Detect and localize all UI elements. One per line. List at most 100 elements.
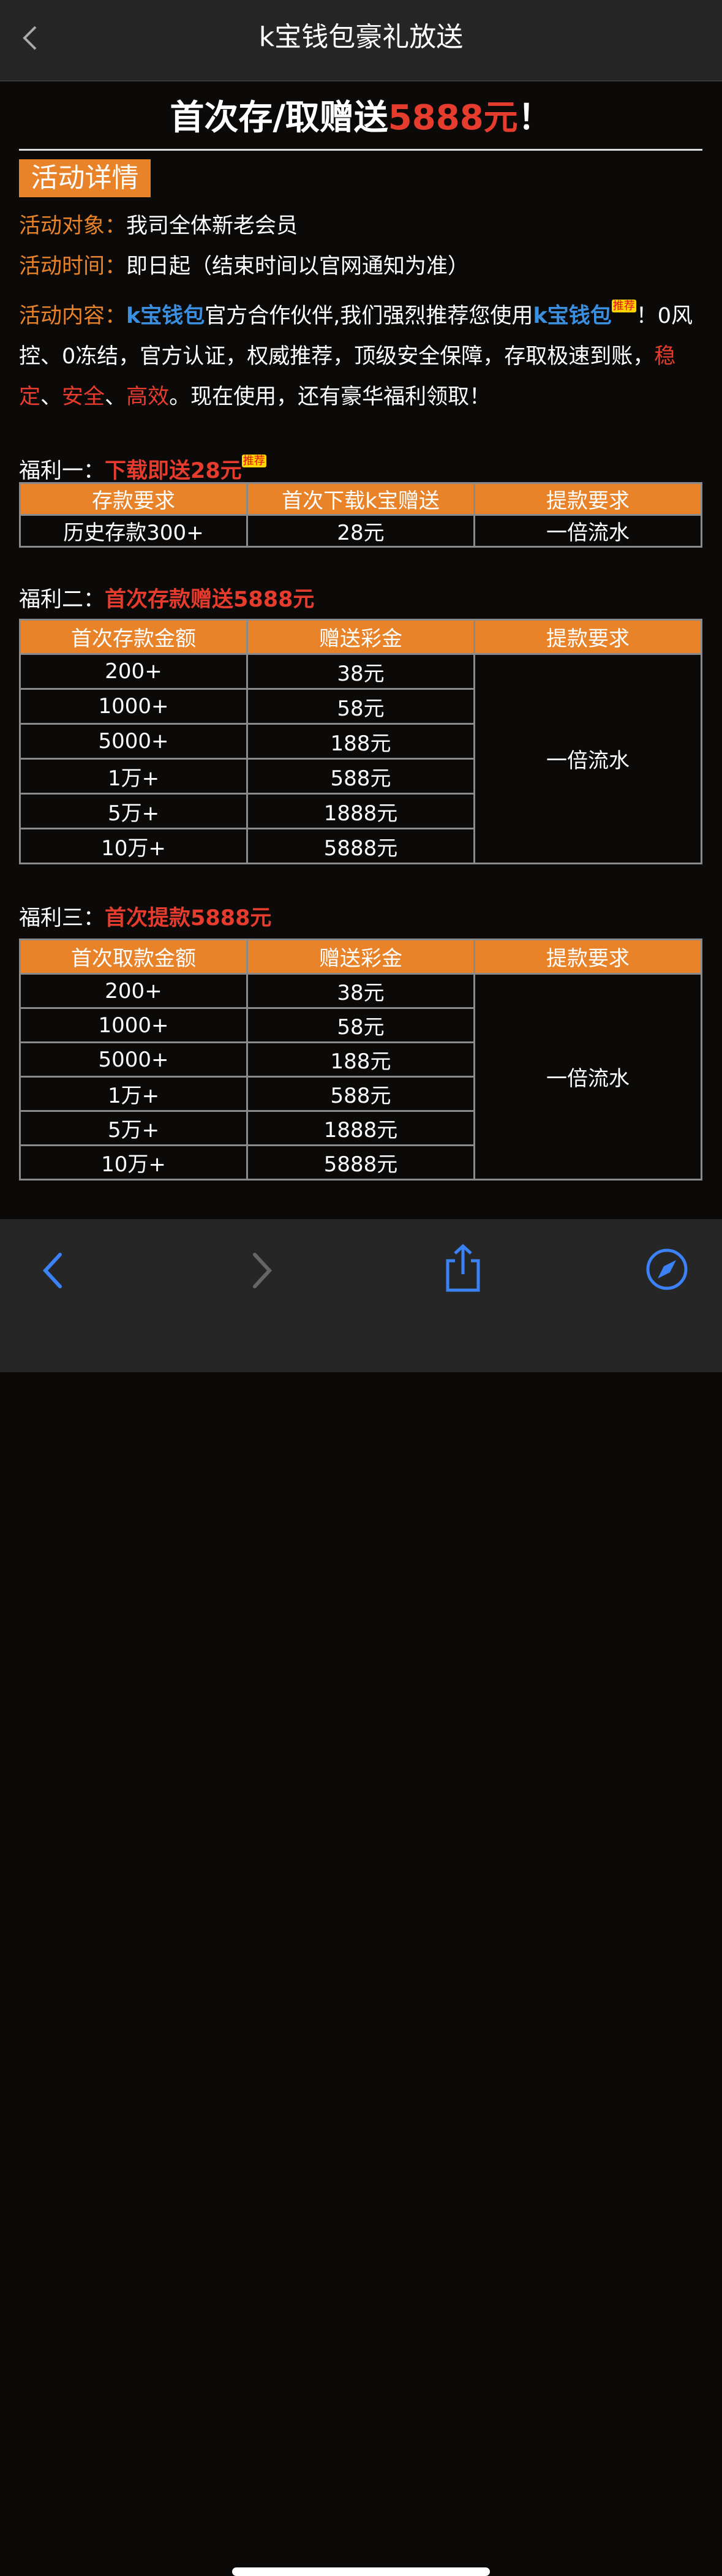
table-cell: 5888元 xyxy=(246,828,475,864)
benefit-table: 存款要求 首次下载k宝赠送 提款要求 历史存款300+ 28元 一倍流水 xyxy=(19,482,702,548)
benefit-title: 福利一：下载即送28元 推荐 xyxy=(19,446,266,486)
content-paragraph: 活动内容：k宝钱包官方合作伙伴,我们强烈推荐您使用k宝钱包 推荐！0风控、0冻结，… xyxy=(19,286,702,417)
table-cell: 一倍流水 xyxy=(473,514,702,548)
table-row: 1000+ 58元 xyxy=(19,688,702,725)
table-cell: 38元 xyxy=(246,653,475,690)
content-segment: ！0风控、0冻结，官方认证，权威推荐，顶级安全保障，存取极速到账， xyxy=(19,304,693,369)
benefit-table: 首次存款金额 赠送彩金 提款要求 200+ 38元 一倍流水 1000+ 58元 5000+ 18… xyxy=(19,619,702,864)
table-cell: 1万+ xyxy=(19,1076,248,1112)
badge: 推荐 xyxy=(241,455,266,467)
table-cell: 188元 xyxy=(246,1041,475,1078)
table-row: 1万+ 588元 xyxy=(19,758,702,795)
table-row: 10万+ 5888元 xyxy=(19,1144,702,1180)
header-cell: 提款要求 xyxy=(473,619,702,655)
benefit-title: 福利二：首次存款赠送5888元 xyxy=(19,584,314,615)
divider xyxy=(19,149,702,151)
table-cell: 1888元 xyxy=(246,793,475,829)
table-row: 10万+ 5888元 xyxy=(19,828,702,864)
table-row: 200+ 38元 一倍流水 xyxy=(19,973,702,1180)
table-row: 1000+ 58元 xyxy=(19,1007,702,1043)
table-cell: 58元 xyxy=(246,688,475,725)
table-row: 历史存款300+ 28元 一倍流水 xyxy=(19,514,702,548)
banner: 首次存/取赠送5888元！ xyxy=(0,98,722,138)
table-cell: 588元 xyxy=(246,1076,475,1112)
benefit-table: 首次取款金额 赠送彩金 提款要求 200+ 38元 一倍流水 1000+ 58元 5000+ 18… xyxy=(19,939,702,1180)
table-cell: 5000+ xyxy=(19,1041,248,1078)
table-cell: 5000+ xyxy=(19,723,248,760)
banner-text: 首次存/取赠送 xyxy=(170,98,388,138)
content-segment: 、 xyxy=(105,385,127,409)
nav-bar: k宝钱包豪礼放送 xyxy=(0,0,722,81)
header-cell: 首次下载k宝赠送 xyxy=(246,482,475,516)
header-cell: 赠送彩金 xyxy=(246,619,475,655)
content-segment: 官方合作伙伴,我们强烈推荐您使用 xyxy=(205,304,533,328)
content-segment: 安全 xyxy=(62,385,105,409)
share-button[interactable] xyxy=(444,1244,482,1293)
back-button[interactable] xyxy=(21,25,39,51)
content-segment: 高效 xyxy=(126,385,170,409)
table-cell: 5万+ xyxy=(19,1110,248,1146)
header-cell: 提款要求 xyxy=(473,939,702,975)
table-cell: 58元 xyxy=(246,1007,475,1043)
table-cell: 38元 xyxy=(246,973,475,1009)
table-cell: 200+ xyxy=(19,973,248,1009)
table-cell: 188元 xyxy=(246,723,475,760)
detail-text: 我司全体新老会员 xyxy=(126,214,298,238)
table-row: 200+ 38元 一倍流水 xyxy=(19,653,702,864)
benefit-title: 福利三：首次提款5888元 xyxy=(19,903,271,934)
header-cell: 存款要求 xyxy=(19,482,248,516)
safari-button[interactable] xyxy=(645,1248,688,1291)
table-cell: 10万+ xyxy=(19,828,248,864)
header-cell: 提款要求 xyxy=(473,482,702,516)
table-row: 5000+ 188元 xyxy=(19,1041,702,1078)
browser-toolbar xyxy=(0,1219,722,2576)
content-segment: 稳定 xyxy=(19,344,676,409)
table-cell: 588元 xyxy=(246,758,475,795)
table-row: 5万+ 1888元 xyxy=(19,1110,702,1146)
benefit-label: 福利三： xyxy=(19,906,105,931)
content-segment: 推荐 xyxy=(611,300,636,312)
table-cell: 10万+ xyxy=(19,1144,248,1180)
table-cell: 历史存款300+ xyxy=(19,514,248,548)
page-title: k宝钱包豪礼放送 xyxy=(258,21,464,53)
detail-row: 活动对象：我司全体新老会员 xyxy=(19,206,702,246)
table-cell: 5万+ xyxy=(19,793,248,829)
benefit-label: 福利二： xyxy=(19,587,105,612)
table-cell: 28元 xyxy=(246,514,475,548)
table-row: 5万+ 1888元 xyxy=(19,793,702,829)
table-cell: 5888元 xyxy=(246,1144,475,1180)
back-nav[interactable] xyxy=(40,1251,65,1290)
banner-end: ！ xyxy=(517,98,552,138)
table-cell: 1000+ xyxy=(19,688,248,725)
merged-cell: 一倍流水 xyxy=(473,653,702,864)
table-cell: 200+ xyxy=(19,653,248,690)
detail-label: 活动对象： xyxy=(19,214,127,238)
content-segment: 、 xyxy=(40,385,62,409)
benefit-label: 福利一： xyxy=(19,459,105,483)
section-title: 活动详情 xyxy=(19,159,151,197)
header-cell: 赠送彩金 xyxy=(246,939,475,975)
content-label: 活动内容： xyxy=(19,304,127,328)
home-indicator xyxy=(232,2567,490,2576)
detail-text: 即日起（结束时间以官网通知为准） xyxy=(126,254,470,279)
table-cell: 1万+ xyxy=(19,758,248,795)
forward-nav[interactable] xyxy=(250,1251,274,1290)
content-segment: 。现在使用，还有豪华福利领取！ xyxy=(169,385,491,409)
detail-row: 活动时间：即日起（结束时间以官网通知为准） xyxy=(19,246,702,287)
table-row: 1万+ 588元 xyxy=(19,1076,702,1112)
table-header: 首次取款金额 赠送彩金 提款要求 xyxy=(19,939,702,975)
merged-cell: 一倍流水 xyxy=(473,973,702,1180)
table-row: 5000+ 188元 xyxy=(19,723,702,760)
detail-label: 活动时间： xyxy=(19,254,127,279)
table-header: 首次存款金额 赠送彩金 提款要求 xyxy=(19,619,702,655)
table-cell: 1000+ xyxy=(19,1007,248,1043)
benefit-highlight: 下载即送28元 xyxy=(105,459,242,483)
content-segment: k宝钱包 xyxy=(126,304,205,328)
banner-amount: 5888元 xyxy=(388,98,518,138)
content-segment: k宝钱包 xyxy=(533,304,612,328)
header-cell: 首次存款金额 xyxy=(19,619,248,655)
table-cell: 1888元 xyxy=(246,1110,475,1146)
header-cell: 首次取款金额 xyxy=(19,939,248,975)
benefit-highlight: 首次存款赠送5888元 xyxy=(105,587,315,612)
